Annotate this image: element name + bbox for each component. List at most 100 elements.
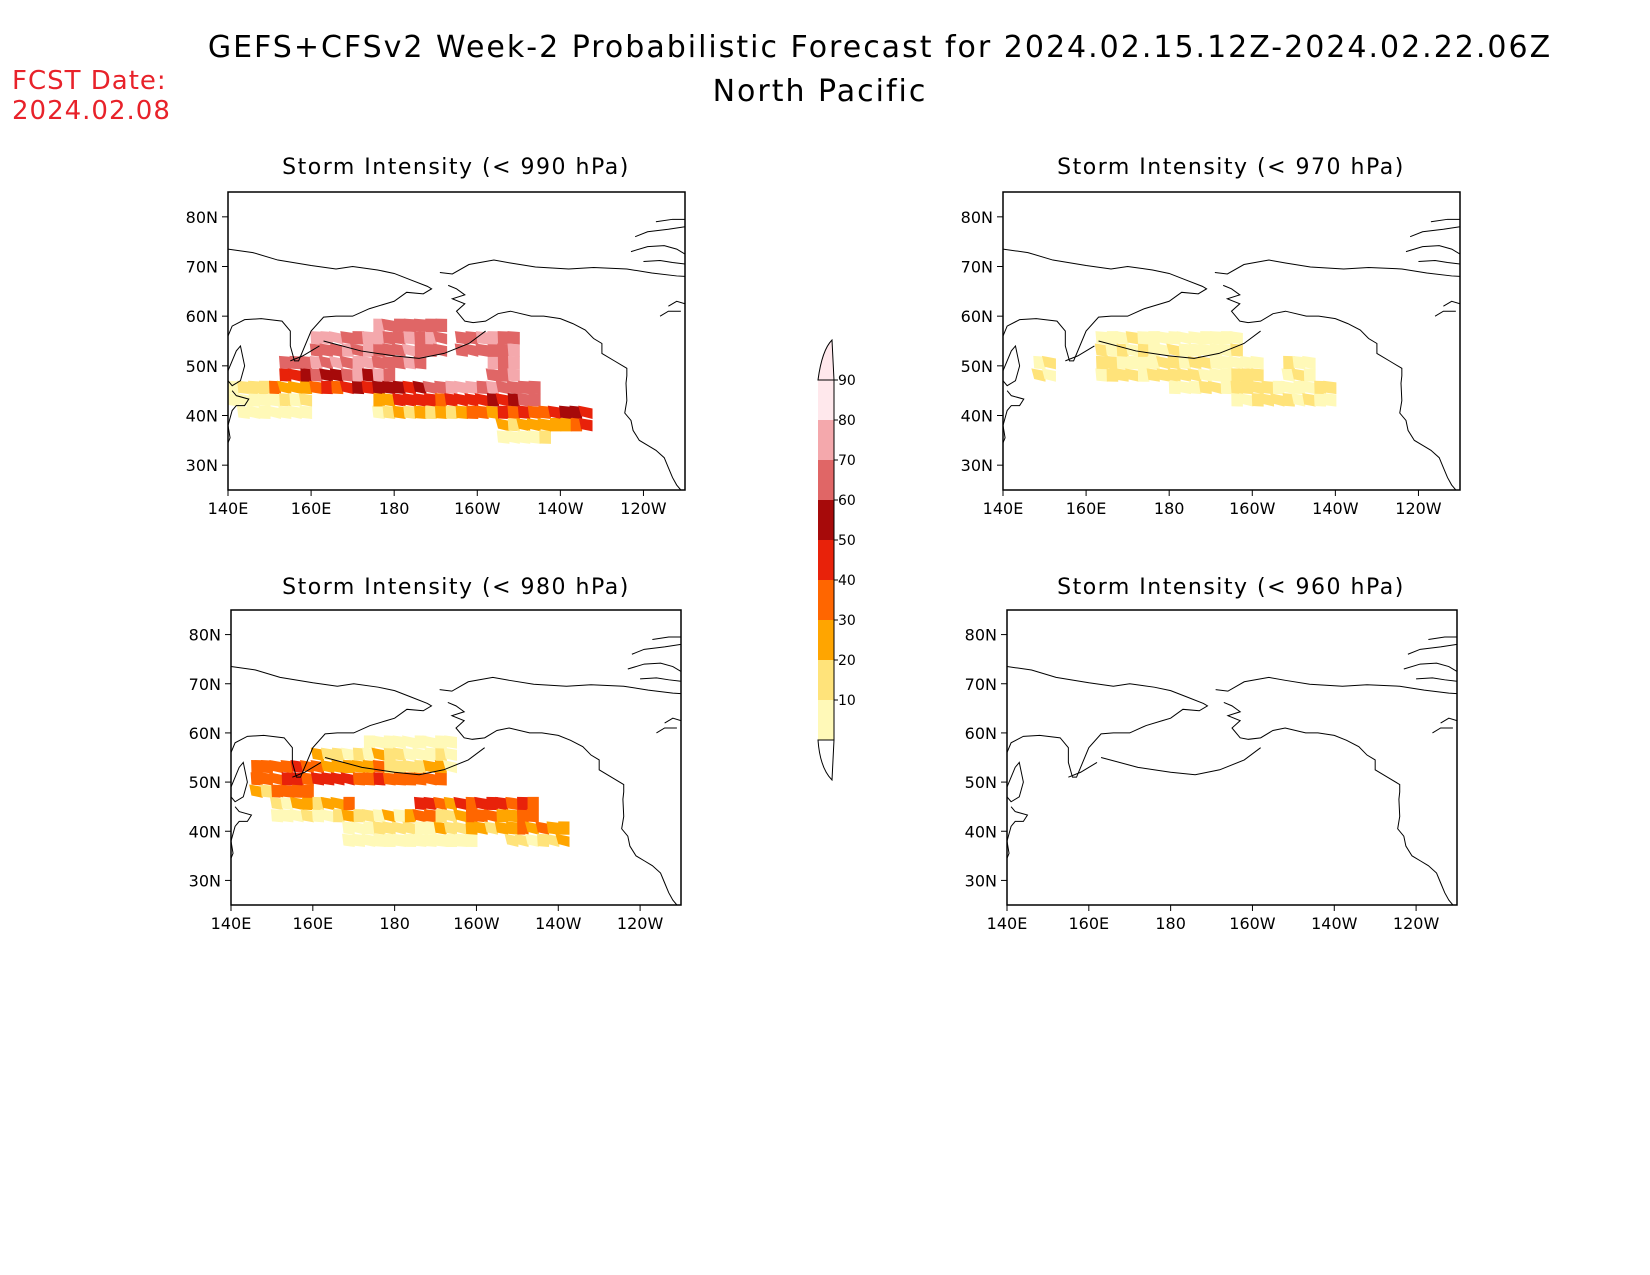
lon-tick-label: 160W — [454, 499, 501, 518]
coastline-segment — [1003, 248, 1208, 362]
probability-cell — [251, 759, 263, 774]
probability-cell — [412, 809, 427, 823]
probability-cell — [1033, 355, 1046, 370]
lat-tick-label: 70N — [965, 675, 997, 694]
map-frame — [227, 191, 686, 491]
probability-cell — [413, 393, 427, 407]
probability-cell — [372, 380, 385, 395]
probability-cell — [1197, 355, 1212, 370]
probability-cell — [330, 343, 344, 357]
probability-cell — [445, 833, 457, 847]
probability-cell — [384, 759, 396, 774]
axis-ticks: 140E 160E 180 160W 140W 120W 80N 70N 60N 50N 40N 30… — [965, 626, 1440, 933]
probability-cell — [363, 772, 376, 786]
probability-cell — [453, 393, 468, 407]
probability-cell — [228, 393, 240, 407]
probability-cell — [466, 833, 478, 847]
lon-tick-label: 180 — [1154, 499, 1185, 518]
probability-cell — [1229, 331, 1243, 345]
probability-cell — [290, 759, 304, 774]
probability-cell — [392, 380, 406, 395]
lat-tick-label: 80N — [189, 626, 221, 645]
colorbar-tick-label: 60 — [838, 493, 856, 509]
probability-cell — [1200, 331, 1212, 345]
lon-tick-label: 120W — [1395, 499, 1442, 518]
probability-cell — [381, 318, 396, 333]
probability-cell — [340, 772, 355, 786]
probability-cell — [320, 809, 335, 823]
probability-cell — [569, 405, 583, 419]
probability-cell — [476, 380, 489, 395]
coastline-segment — [1007, 806, 1029, 859]
probability-cell — [402, 759, 417, 774]
probability-cell — [331, 759, 345, 774]
probability-cell — [514, 833, 529, 847]
probability-cell — [424, 833, 437, 847]
lon-tick-label: 140W — [537, 499, 584, 518]
probability-cell — [1231, 393, 1243, 407]
probability-cell — [454, 331, 468, 345]
coastline — [228, 218, 685, 490]
coastline — [231, 636, 681, 905]
probability-cell — [444, 393, 458, 407]
probability-cell — [372, 809, 386, 823]
probability-cell — [528, 393, 541, 407]
probability-cell — [454, 343, 468, 357]
probability-cell — [517, 430, 531, 444]
coastline-segment — [1222, 284, 1457, 490]
probability-cell — [361, 331, 375, 345]
panel-960-hpa: Storm Intensity (< 960 hPa) 140E 160E 180 1… — [965, 575, 1458, 933]
probability-cell — [485, 380, 500, 395]
probability-cell — [278, 355, 292, 370]
probability-cell — [538, 405, 551, 419]
probability-cell — [466, 405, 479, 419]
probability-cell — [391, 821, 406, 835]
lon-tick-label: 140W — [1311, 914, 1358, 933]
probability-cell — [248, 393, 261, 407]
lon-tick-label: 140E — [208, 499, 249, 518]
lat-tick-label: 30N — [189, 871, 221, 890]
probability-cell — [517, 405, 531, 419]
lon-tick-label: 160W — [1229, 914, 1276, 933]
colorbar-bottom-cap — [817, 739, 835, 782]
probability-cell — [435, 747, 447, 761]
forecast-date-label: FCST Date: — [12, 66, 167, 96]
probability-cell — [1155, 355, 1171, 370]
probability-cell — [414, 821, 427, 835]
coastline-segment — [1223, 701, 1454, 905]
probability-cell — [1241, 368, 1254, 382]
coastline-segment — [1003, 390, 1025, 444]
probability-cell — [291, 772, 304, 786]
probability-cell — [1281, 380, 1295, 395]
probability-cell — [424, 343, 437, 357]
probability-cell — [278, 405, 292, 419]
probability-cell — [382, 405, 396, 419]
lon-tick-label: 140E — [987, 914, 1028, 933]
probability-cell — [474, 796, 488, 811]
lat-tick-label: 30N — [961, 456, 993, 475]
coastline-segment — [1403, 662, 1457, 672]
lon-tick-label: 120W — [617, 914, 664, 933]
lat-tick-label: 40N — [961, 407, 993, 426]
probability-cell — [527, 796, 539, 811]
probability-cell — [393, 747, 406, 761]
probability-cell — [1188, 343, 1202, 357]
probability-cell — [352, 355, 365, 370]
probability-cell — [486, 393, 500, 407]
probability-cell — [1166, 343, 1181, 357]
axis-ticks: 140E 160E 180 160W 140W 120W 80N 70N 60N 50N 40N 30… — [186, 208, 667, 518]
coastline-segment — [1432, 727, 1453, 734]
panel-title: Storm Intensity (< 970 hPa) — [1057, 155, 1405, 180]
probability-cell — [1250, 380, 1264, 395]
probability-cell — [412, 380, 427, 395]
probability-cell — [269, 759, 284, 774]
panel-title: Storm Intensity (< 960 hPa) — [1057, 575, 1405, 600]
probability-cell — [434, 405, 448, 419]
probability-cell — [361, 368, 375, 382]
probability-cell — [507, 343, 520, 357]
probability-cell — [271, 784, 284, 798]
probability-cell — [464, 393, 479, 407]
probability-cell — [1261, 380, 1275, 395]
probability-cell — [1197, 368, 1212, 382]
coastline-segment — [664, 717, 681, 724]
